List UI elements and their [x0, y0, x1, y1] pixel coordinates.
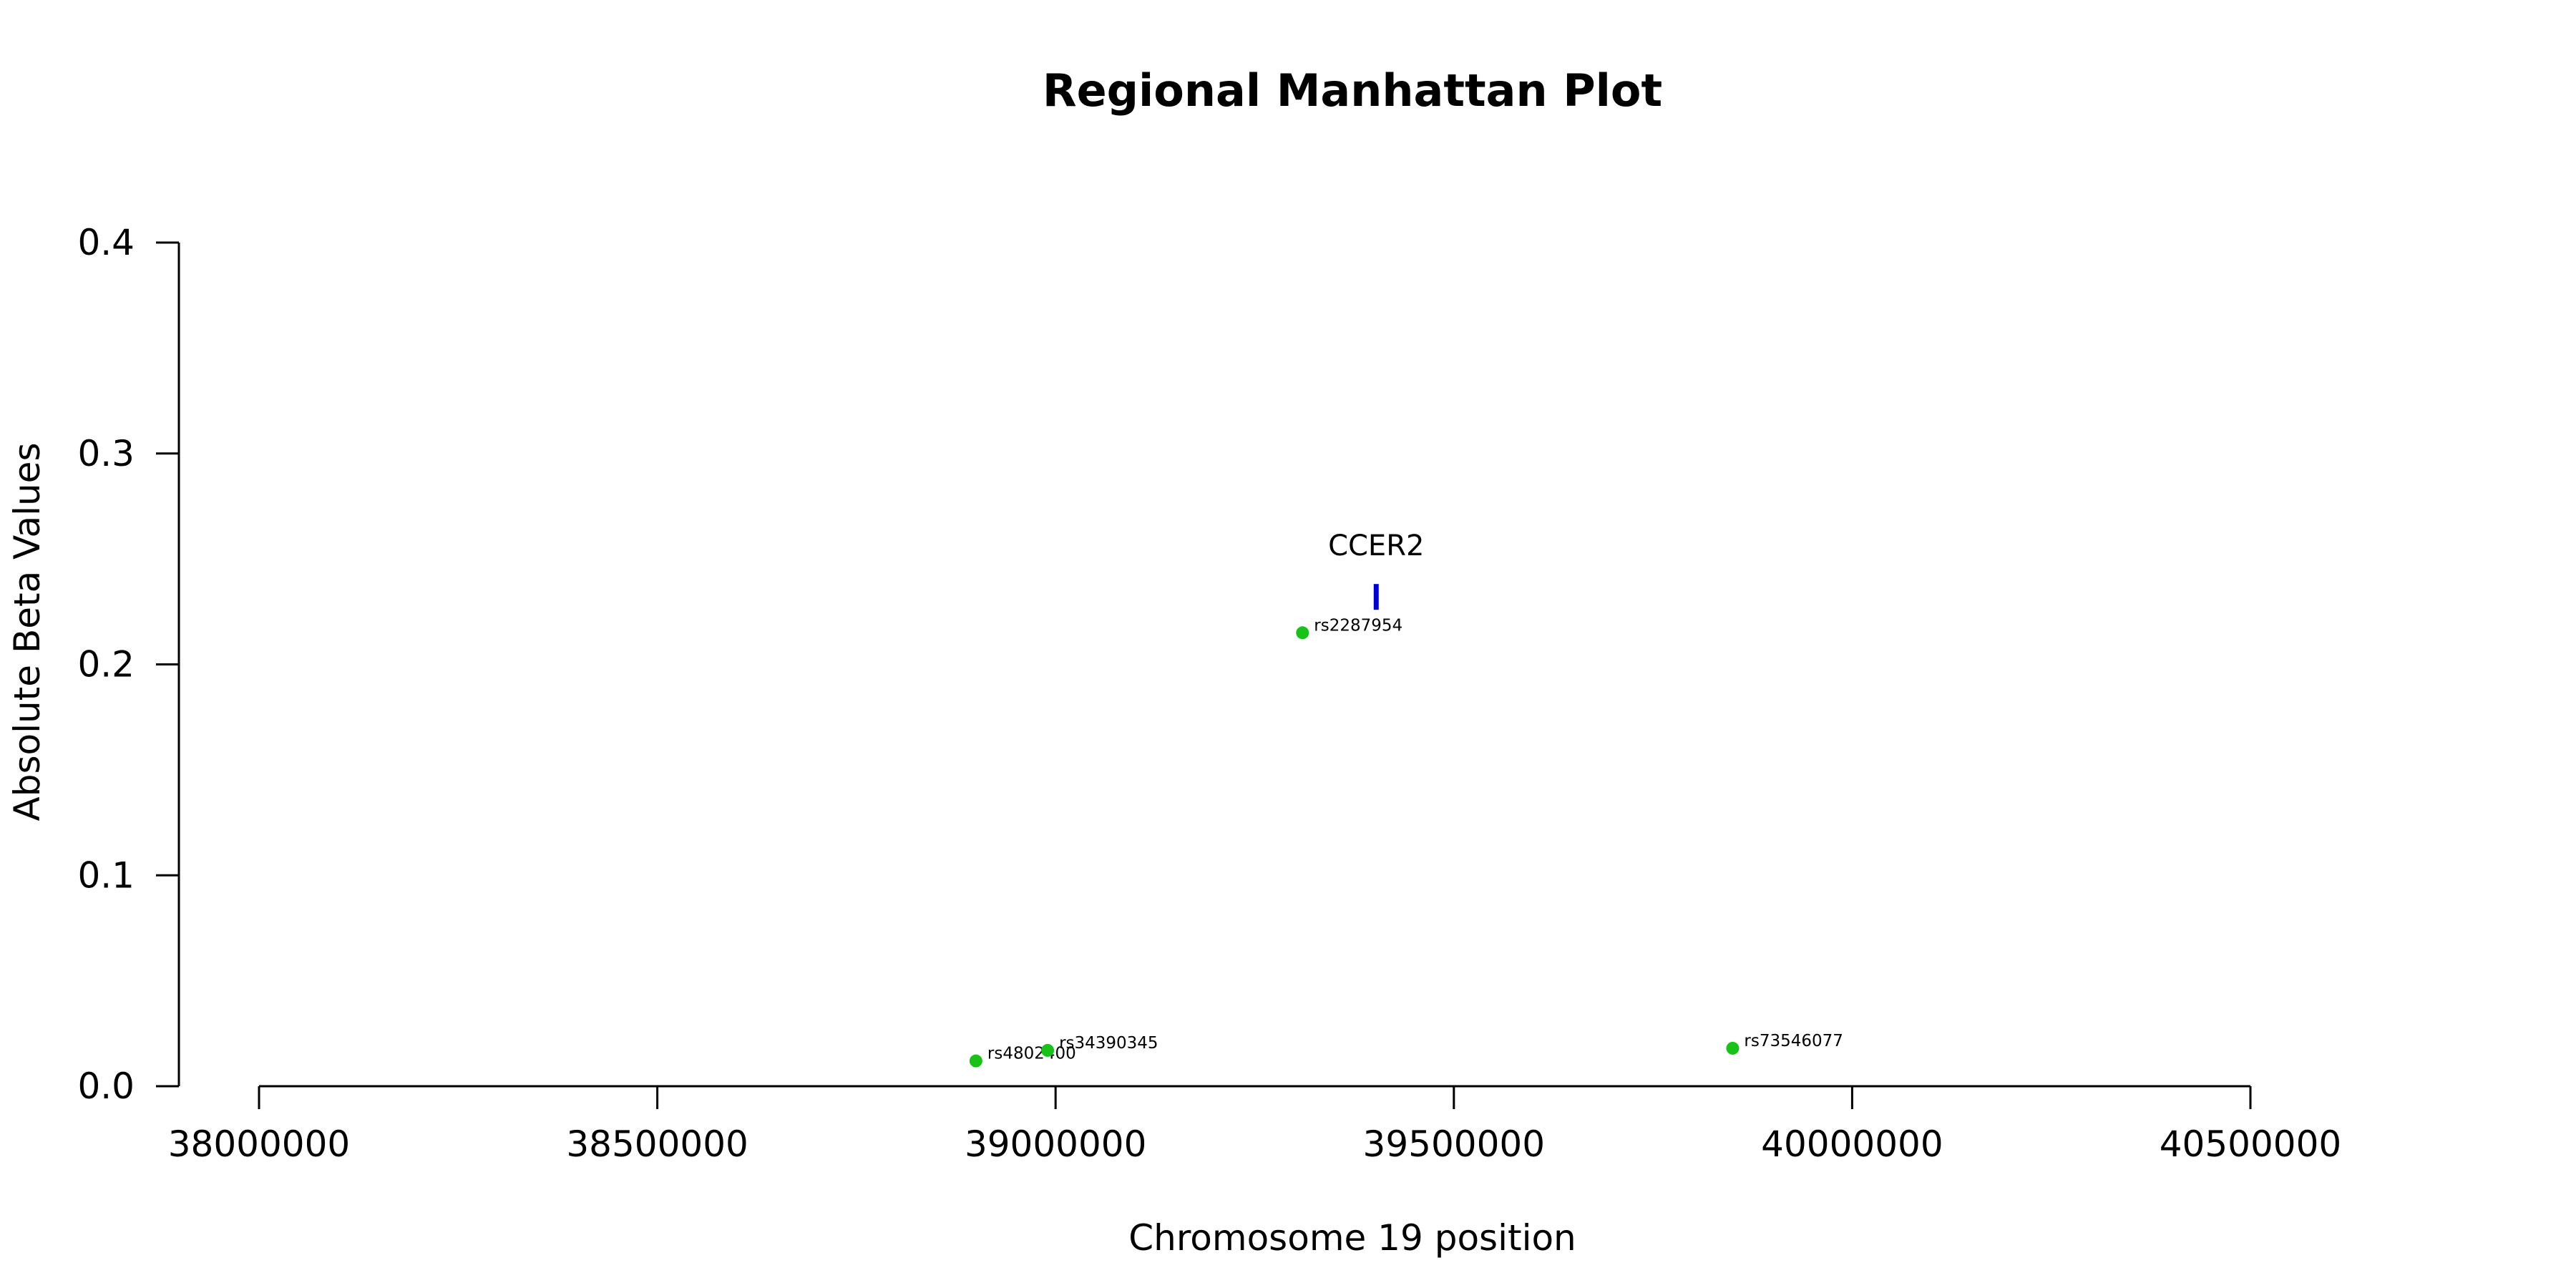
gene-label: CCER2	[1328, 530, 1424, 562]
x-tick-label: 38500000	[566, 1123, 748, 1165]
gene-annotations: CCER2	[1328, 530, 1424, 610]
y-axis: 0.0 0.1 0.2 0.3 0.4	[77, 222, 180, 1107]
snp-label: rs4802400	[987, 1045, 1076, 1063]
x-tick-label: 38000000	[168, 1123, 351, 1165]
y-tick-label: 0.0	[77, 1065, 135, 1107]
snp-label: rs34390345	[1059, 1034, 1158, 1053]
x-tick-label: 40000000	[1761, 1123, 1943, 1165]
x-axis-label: Chromosome 19 position	[1128, 1217, 1576, 1259]
snp-point	[969, 1054, 982, 1068]
x-tick-label: 39500000	[1363, 1123, 1546, 1165]
y-tick-label: 0.1	[77, 854, 135, 896]
snp-point	[1296, 626, 1309, 640]
y-tick-label: 0.2	[77, 644, 135, 686]
x-tick-label: 40500000	[2160, 1123, 2342, 1165]
x-tick-label: 39000000	[965, 1123, 1147, 1165]
chart-title: Regional Manhattan Plot	[1043, 64, 1662, 117]
x-axis: 38000000 38500000 39000000 39500000 40000000…	[168, 1085, 2342, 1165]
y-tick-label: 0.3	[77, 433, 135, 474]
y-tick-label: 0.4	[77, 222, 135, 263]
snp-label: rs73546077	[1744, 1032, 1843, 1050]
gene-marker	[1373, 584, 1379, 610]
snp-point	[1041, 1043, 1055, 1057]
y-axis-label: Absolute Beta Values	[6, 443, 48, 821]
snp-point	[1726, 1041, 1740, 1055]
snp-label: rs2287954	[1314, 616, 1402, 635]
